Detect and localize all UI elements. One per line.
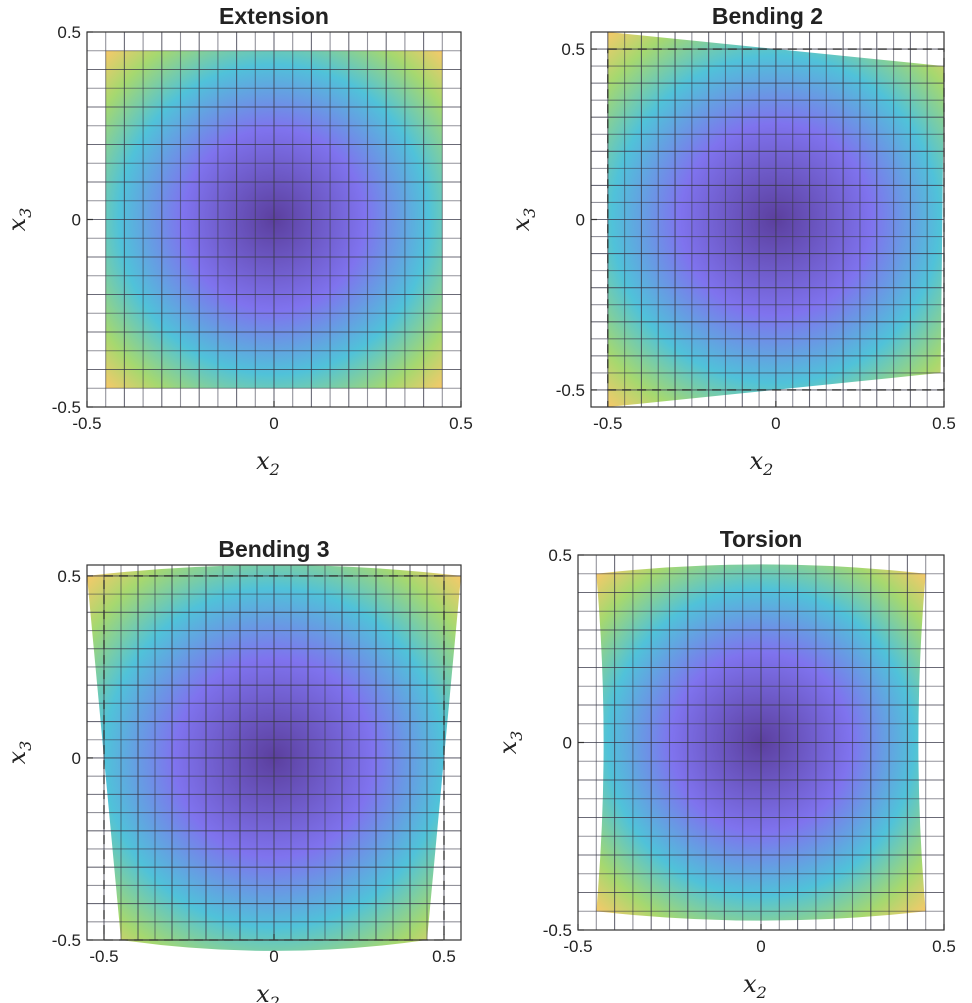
y-tick-label: 0.5 — [561, 40, 585, 59]
x-axis-label: x2 — [256, 980, 280, 1003]
x-axis-label: x2 — [750, 447, 774, 479]
panel-1: -0.5 0 0.5 0.5 0 -0.5 Extension x2 x3 — [3, 3, 473, 479]
x-tick-label: 0 — [756, 937, 765, 956]
panel-4: -0.5 0 0.5 0.5 0 -0.5 Torsion x2 x3 — [494, 526, 956, 1002]
x-tick-label: 0 — [269, 414, 278, 433]
tick-marks — [86, 31, 462, 408]
x-tick-label: -0.5 — [89, 947, 118, 966]
y-axis-label: x3 — [3, 208, 35, 232]
y-tick-label: 0 — [72, 749, 81, 768]
grid — [578, 555, 944, 930]
panel-2: -0.5 0 0.5 0.5 0 -0.5 Bending 2 x2 x3 — [507, 3, 956, 479]
y-tick-label: -0.5 — [52, 398, 81, 417]
tick-marks — [591, 48, 945, 407]
x-axis-label: x2 — [743, 970, 767, 1002]
y-tick-label: 0 — [563, 734, 572, 753]
y-tick-label: 0.5 — [548, 546, 572, 565]
y-axis-label: x3 — [507, 208, 539, 232]
y-tick-label: 0.5 — [57, 23, 81, 42]
tick-marks — [87, 575, 445, 941]
grid — [87, 565, 461, 940]
grid — [87, 32, 461, 407]
x-tick-label: 0.5 — [432, 947, 456, 966]
x-tick-label: 0 — [269, 947, 278, 966]
x-tick-label: 0.5 — [449, 414, 473, 433]
x-tick-label: 0.5 — [932, 414, 956, 433]
x-tick-label: 0.5 — [932, 937, 956, 956]
tick-marks — [577, 554, 945, 931]
x-axis-label: x2 — [256, 447, 280, 479]
y-axis-label: x3 — [494, 731, 526, 755]
x-tick-label: -0.5 — [593, 414, 622, 433]
y-tick-label: 0.5 — [57, 567, 81, 586]
chart-title: Extension — [219, 3, 329, 29]
x-tick-label: -0.5 — [72, 414, 101, 433]
panel-3: -0.5 0 0.5 0.5 0 -0.5 Bending 3 x2 x3 — [3, 536, 462, 1003]
chart-title: Torsion — [720, 526, 803, 552]
reference-square — [607, 48, 945, 391]
chart-title: Bending 3 — [218, 536, 329, 562]
y-tick-label: 0 — [72, 211, 81, 230]
x-tick-label: -0.5 — [563, 937, 592, 956]
x-tick-label: 0 — [771, 414, 780, 433]
chart-title: Bending 2 — [712, 3, 823, 29]
y-tick-label: 0 — [576, 211, 585, 230]
y-tick-label: -0.5 — [556, 381, 585, 400]
y-axis-label: x3 — [3, 741, 35, 765]
y-tick-label: -0.5 — [543, 921, 572, 940]
y-tick-label: -0.5 — [52, 931, 81, 950]
